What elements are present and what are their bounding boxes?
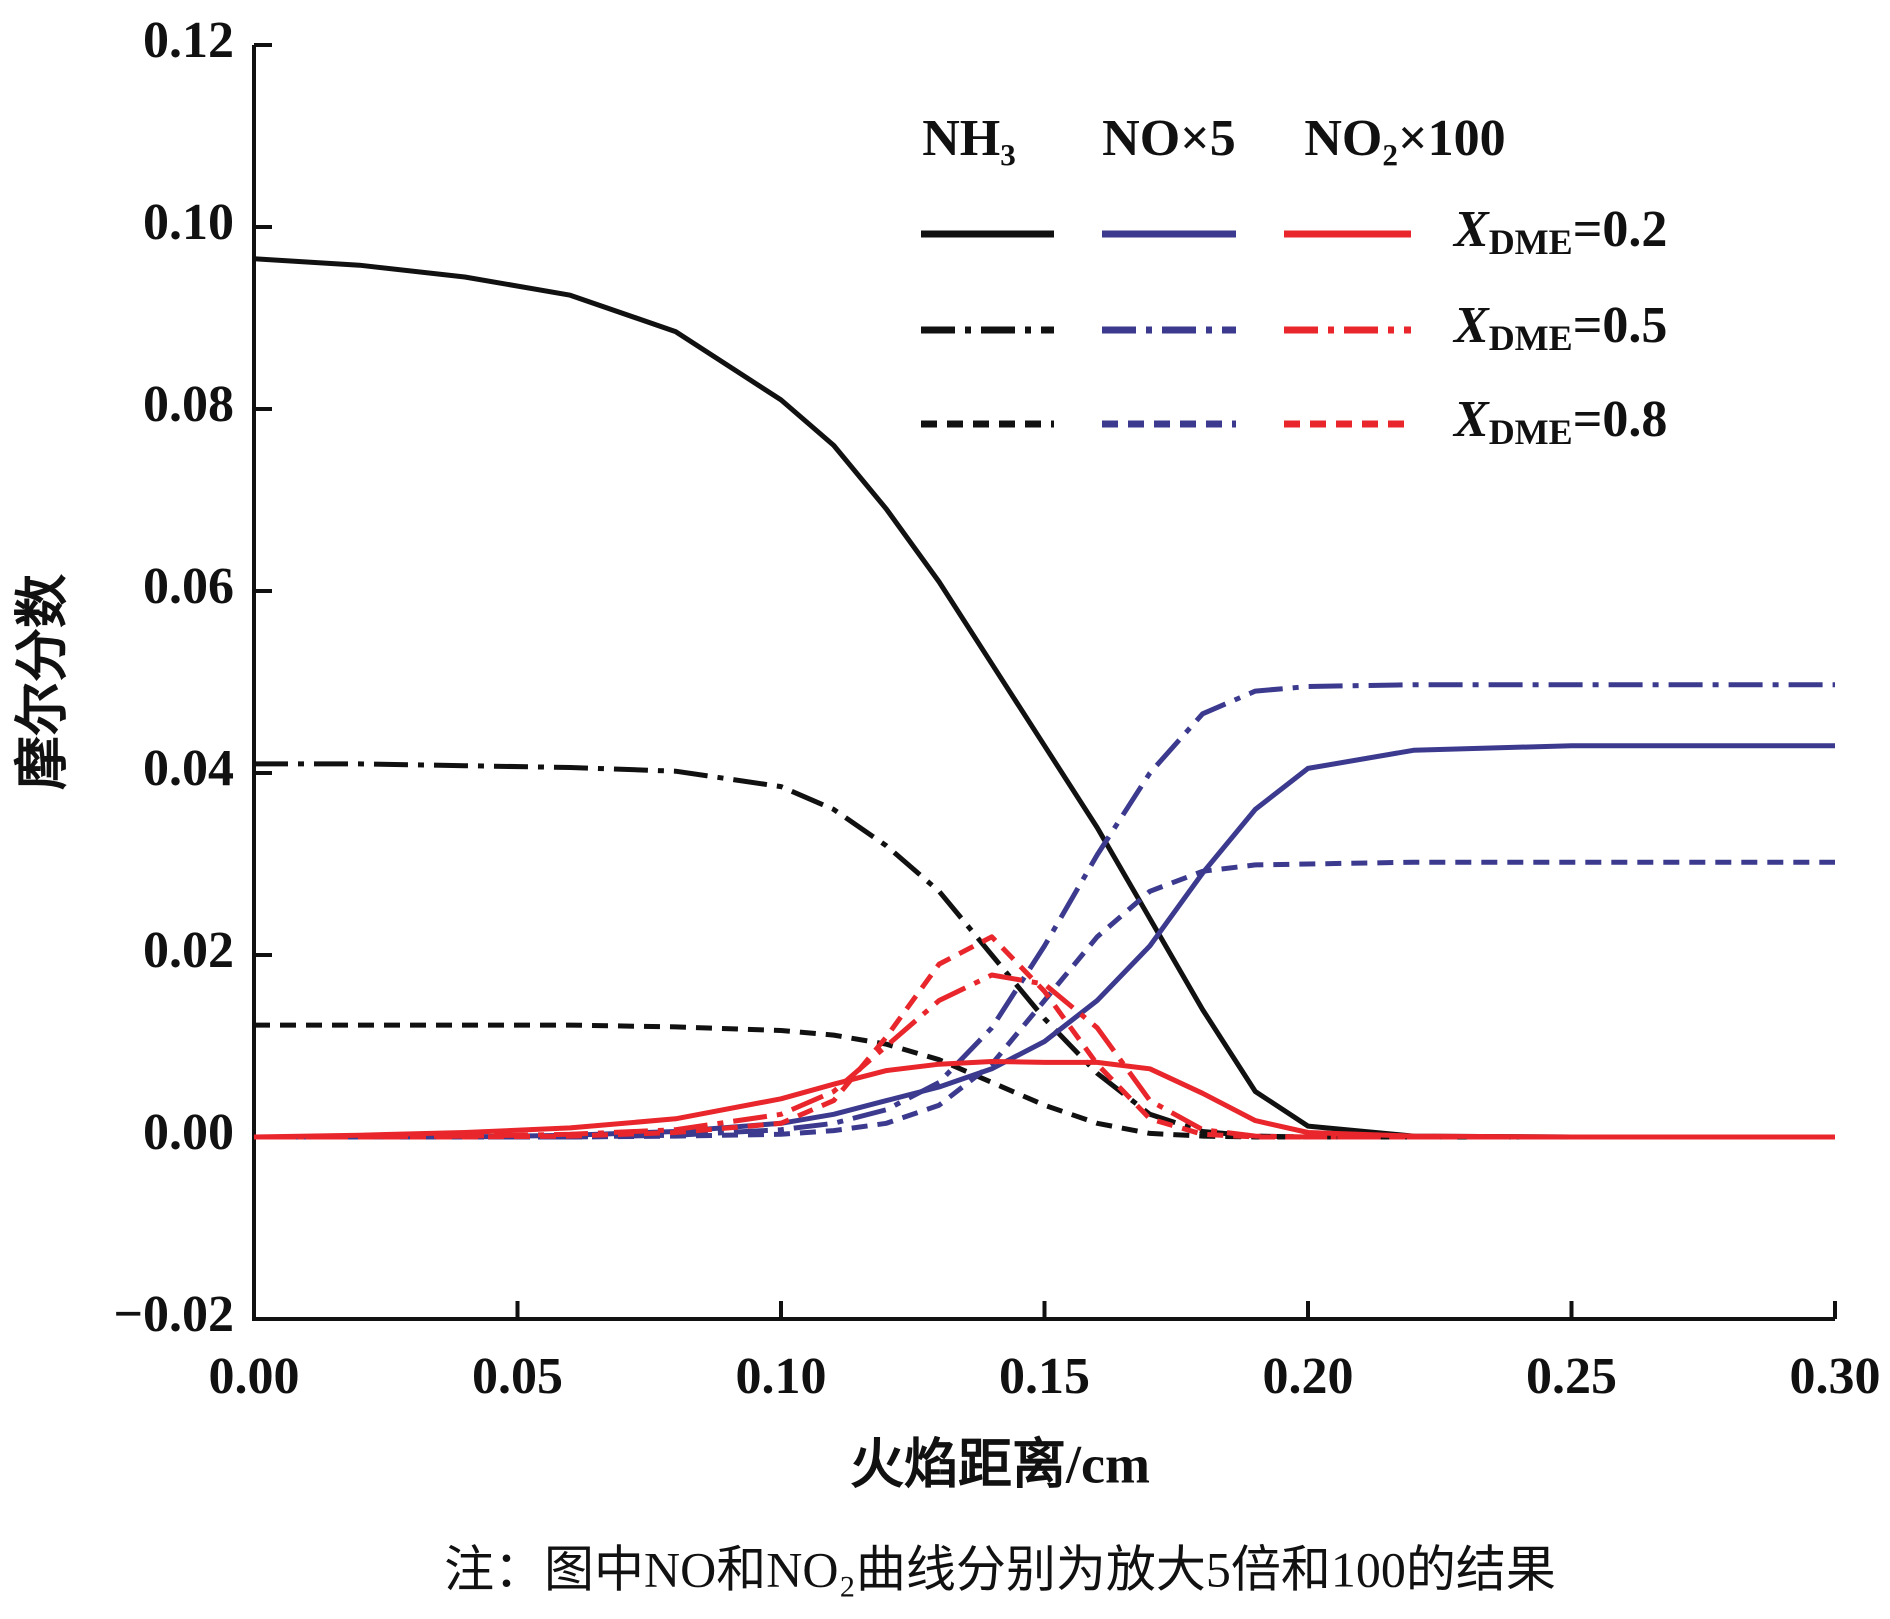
legend-row-label: XDME=0.5 (1452, 297, 1667, 358)
x-tick-label: 0.25 (1526, 1348, 1617, 1405)
series-line (254, 859, 1835, 1140)
legend-symbol: X (1452, 297, 1490, 354)
y-tick-label: 0.02 (143, 922, 234, 979)
y-axis-label: 摩尔分数 (12, 574, 72, 790)
x-tick-label: 0.15 (999, 1348, 1090, 1405)
legend-row-label: XDME=0.2 (1452, 201, 1667, 262)
legend-value: =0.2 (1573, 201, 1668, 258)
legend-column-label: NO₂×100 (1304, 110, 1505, 167)
y-tick-label: 0.12 (143, 12, 234, 69)
legend-subscript: DME (1489, 318, 1573, 358)
y-tick-label: 0.06 (143, 558, 234, 615)
legend-row-label: XDME=0.8 (1452, 391, 1667, 452)
legend-symbol: X (1452, 391, 1490, 448)
y-tick-label: 0.08 (143, 376, 234, 433)
x-axis-label: 火焰距离/cm (850, 1434, 1150, 1494)
series-line (253, 1059, 1835, 1140)
x-tick-label: 0.05 (472, 1348, 563, 1405)
series-line (254, 934, 1835, 1140)
x-tick-label: 0.20 (1263, 1348, 1354, 1405)
x-tick-label: 0.10 (736, 1348, 827, 1405)
y-tick-label: 0.00 (143, 1104, 234, 1161)
legend-column-label: NH₃ (922, 110, 1016, 167)
legend-value: =0.8 (1573, 391, 1668, 448)
legend-symbol: X (1452, 201, 1490, 258)
y-tick-label: 0.04 (143, 740, 234, 797)
y-tick-label: −0.02 (113, 1286, 234, 1343)
legend-subscript: DME (1489, 222, 1573, 262)
note: 注：图中NO和NO₂曲线分别为放大5倍和100的结果 (444, 1541, 1556, 1597)
legend-subscript: DME (1489, 412, 1573, 452)
x-tick-label: 0.00 (209, 1348, 300, 1405)
x-tick-label: 0.30 (1790, 1348, 1881, 1405)
legend-column-label: NO×5 (1102, 110, 1236, 167)
series-line (253, 256, 1835, 1140)
series-line (254, 682, 1835, 1140)
y-tick-label: 0.10 (143, 194, 234, 251)
legend-value: =0.5 (1573, 297, 1668, 354)
